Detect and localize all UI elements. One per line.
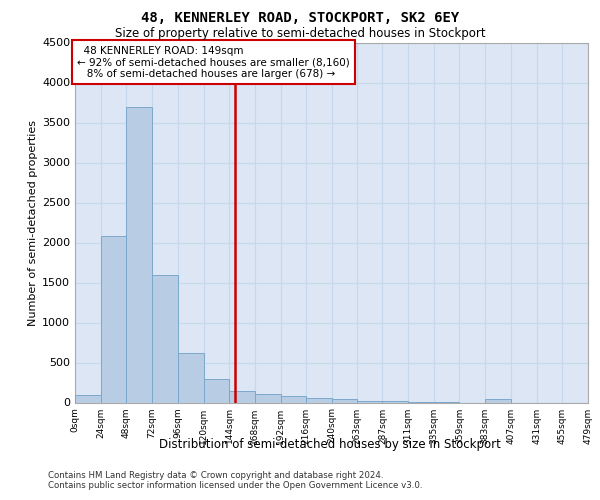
Bar [307, 398, 332, 402]
Text: Contains public sector information licensed under the Open Government Licence v3: Contains public sector information licen… [48, 481, 422, 490]
Text: Distribution of semi-detached houses by size in Stockport: Distribution of semi-detached houses by … [159, 438, 501, 451]
Bar [356, 401, 382, 402]
Text: Size of property relative to semi-detached houses in Stockport: Size of property relative to semi-detach… [115, 28, 485, 40]
Bar [485, 400, 511, 402]
Text: Contains HM Land Registry data © Crown copyright and database right 2024.: Contains HM Land Registry data © Crown c… [48, 471, 383, 480]
Bar [332, 399, 356, 402]
Bar [127, 106, 152, 403]
Bar [255, 394, 281, 402]
Text: 48, KENNERLEY ROAD, STOCKPORT, SK2 6EY: 48, KENNERLEY ROAD, STOCKPORT, SK2 6EY [141, 10, 459, 24]
Y-axis label: Number of semi-detached properties: Number of semi-detached properties [28, 120, 38, 326]
Bar [203, 380, 229, 402]
Bar [101, 236, 127, 402]
Bar [178, 353, 203, 403]
Text: 48 KENNERLEY ROAD: 149sqm
← 92% of semi-detached houses are smaller (8,160)
   8: 48 KENNERLEY ROAD: 149sqm ← 92% of semi-… [77, 46, 350, 79]
Bar [75, 394, 101, 402]
Bar [281, 396, 307, 402]
Bar [229, 390, 255, 402]
Bar [152, 274, 178, 402]
